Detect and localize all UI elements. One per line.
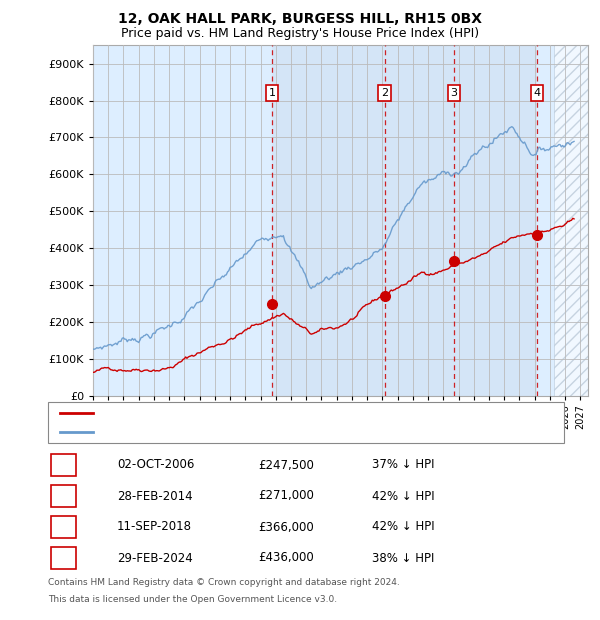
Text: 12, OAK HALL PARK, BURGESS HILL, RH15 0BX: 12, OAK HALL PARK, BURGESS HILL, RH15 0B…	[118, 12, 482, 27]
Text: 2: 2	[60, 490, 67, 502]
Text: 2: 2	[381, 88, 388, 98]
Text: 42% ↓ HPI: 42% ↓ HPI	[372, 521, 434, 533]
Text: 1: 1	[268, 88, 275, 98]
Text: 11-SEP-2018: 11-SEP-2018	[117, 521, 192, 533]
Text: 3: 3	[60, 521, 67, 533]
Text: 3: 3	[451, 88, 457, 98]
Text: £366,000: £366,000	[258, 521, 314, 533]
Text: 42% ↓ HPI: 42% ↓ HPI	[372, 490, 434, 502]
Bar	[554, 45, 588, 396]
Text: Contains HM Land Registry data © Crown copyright and database right 2024.: Contains HM Land Registry data © Crown c…	[48, 578, 400, 588]
Text: 38% ↓ HPI: 38% ↓ HPI	[372, 552, 434, 564]
Bar	[272, 45, 537, 396]
Text: This data is licensed under the Open Government Licence v3.0.: This data is licensed under the Open Gov…	[48, 595, 337, 604]
Text: £247,500: £247,500	[258, 459, 314, 471]
Text: 02-OCT-2006: 02-OCT-2006	[117, 459, 194, 471]
Text: £436,000: £436,000	[258, 552, 314, 564]
Text: 37% ↓ HPI: 37% ↓ HPI	[372, 459, 434, 471]
Text: 4: 4	[533, 88, 541, 98]
Text: 29-FEB-2024: 29-FEB-2024	[117, 552, 193, 564]
Text: HPI: Average price, detached house, Mid Sussex: HPI: Average price, detached house, Mid …	[100, 427, 352, 436]
Text: 1: 1	[60, 459, 67, 471]
Text: 4: 4	[60, 552, 67, 564]
Text: £271,000: £271,000	[258, 490, 314, 502]
Text: Price paid vs. HM Land Registry's House Price Index (HPI): Price paid vs. HM Land Registry's House …	[121, 27, 479, 40]
Text: 28-FEB-2014: 28-FEB-2014	[117, 490, 193, 502]
Text: 12, OAK HALL PARK, BURGESS HILL, RH15 0BX (detached house): 12, OAK HALL PARK, BURGESS HILL, RH15 0B…	[100, 409, 437, 419]
